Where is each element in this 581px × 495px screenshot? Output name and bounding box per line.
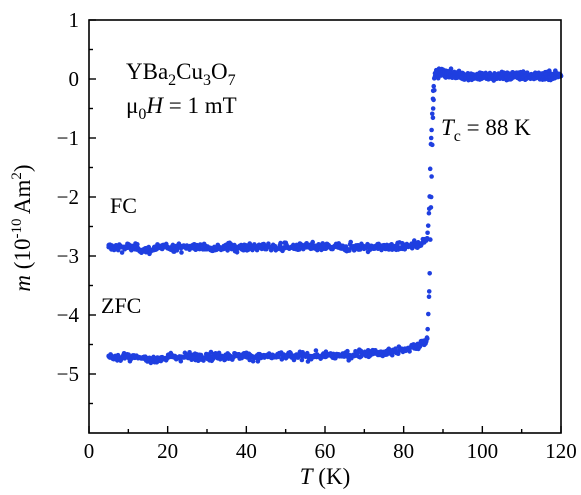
x-tick-label: 120 xyxy=(545,439,577,463)
data-point-fc xyxy=(431,83,437,89)
x-tick-label: 20 xyxy=(157,439,178,463)
y-tick-label: −3 xyxy=(57,244,79,268)
data-point-fc xyxy=(135,242,140,247)
data-point-zfc xyxy=(430,106,436,111)
y-tick-label: 0 xyxy=(69,67,80,91)
data-point-zfc xyxy=(345,348,350,354)
data-point-zfc xyxy=(428,194,434,200)
y-tick-label: −2 xyxy=(57,185,79,209)
data-point-fc xyxy=(119,250,125,255)
data-point-fc xyxy=(278,240,283,246)
data-point-fc xyxy=(428,135,434,141)
data-point-zfc xyxy=(178,358,184,364)
axis-ticks: 0 20 40 60 80 100 120 1 0 −1 −2 −3 −4 −5 xyxy=(57,8,577,463)
data-point-fc xyxy=(427,166,433,172)
data-point-zfc xyxy=(508,76,514,82)
data-point-zfc xyxy=(425,326,430,332)
data-point-fc xyxy=(429,127,434,133)
data-point-zfc xyxy=(313,348,319,353)
data-point-fc xyxy=(348,239,353,245)
y-tick-label: −4 xyxy=(57,303,80,327)
data-point-zfc xyxy=(423,339,429,344)
data-point-zfc xyxy=(426,294,432,300)
material-label: YBa2Cu3O7 xyxy=(126,59,236,89)
y-tick-label: 1 xyxy=(69,8,80,32)
data-point-zfc xyxy=(393,346,398,351)
data-point-zfc xyxy=(468,71,474,77)
series-label-fc: FC xyxy=(110,193,137,218)
data-point-zfc xyxy=(428,205,434,210)
data-point-fc xyxy=(426,210,432,216)
data-point-zfc xyxy=(407,349,412,354)
data-point-zfc xyxy=(429,142,435,148)
data-point-fc xyxy=(234,250,240,255)
x-tick-label: 60 xyxy=(315,439,336,463)
data-point-zfc xyxy=(426,289,432,294)
x-tick-label: 80 xyxy=(393,439,414,463)
data-point-zfc xyxy=(448,66,454,72)
data-point-fc xyxy=(197,246,202,252)
data-point-fc xyxy=(179,250,184,255)
data-points xyxy=(106,66,564,366)
data-point-zfc xyxy=(520,69,526,74)
y-axis-label: m (10-10 Am2) xyxy=(9,164,35,291)
data-point-fc xyxy=(429,111,435,117)
x-axis-label: T (K) xyxy=(300,464,350,489)
data-point-zfc xyxy=(432,88,437,93)
data-point-fc xyxy=(425,230,430,236)
data-point-zfc xyxy=(250,358,256,364)
series-label-zfc: ZFC xyxy=(101,293,141,318)
x-tick-label: 0 xyxy=(84,439,95,463)
data-point-zfc xyxy=(491,78,497,83)
x-tick-label: 100 xyxy=(467,439,499,463)
data-point-zfc xyxy=(427,270,432,276)
data-point-zfc xyxy=(428,237,433,242)
data-point-zfc xyxy=(424,335,430,340)
data-point-zfc xyxy=(425,311,431,317)
data-point-zfc xyxy=(431,97,436,103)
data-point-zfc xyxy=(429,174,434,179)
tc-label: Tc = 88 K xyxy=(441,115,531,145)
data-point-zfc xyxy=(126,352,131,357)
data-point-fc xyxy=(347,248,352,253)
x-tick-label: 40 xyxy=(236,439,257,463)
field-label: μ0H = 1 mT xyxy=(126,93,237,123)
data-point-zfc xyxy=(299,357,305,363)
data-point-fc xyxy=(261,241,267,247)
data-point-zfc xyxy=(216,350,222,356)
data-point-fc xyxy=(296,247,302,252)
data-point-fc xyxy=(146,244,152,250)
y-tick-label: −1 xyxy=(57,126,79,150)
data-point-fc xyxy=(425,223,431,228)
y-tick-label: −5 xyxy=(57,362,79,386)
data-point-zfc xyxy=(430,115,436,121)
data-point-zfc xyxy=(389,352,395,358)
